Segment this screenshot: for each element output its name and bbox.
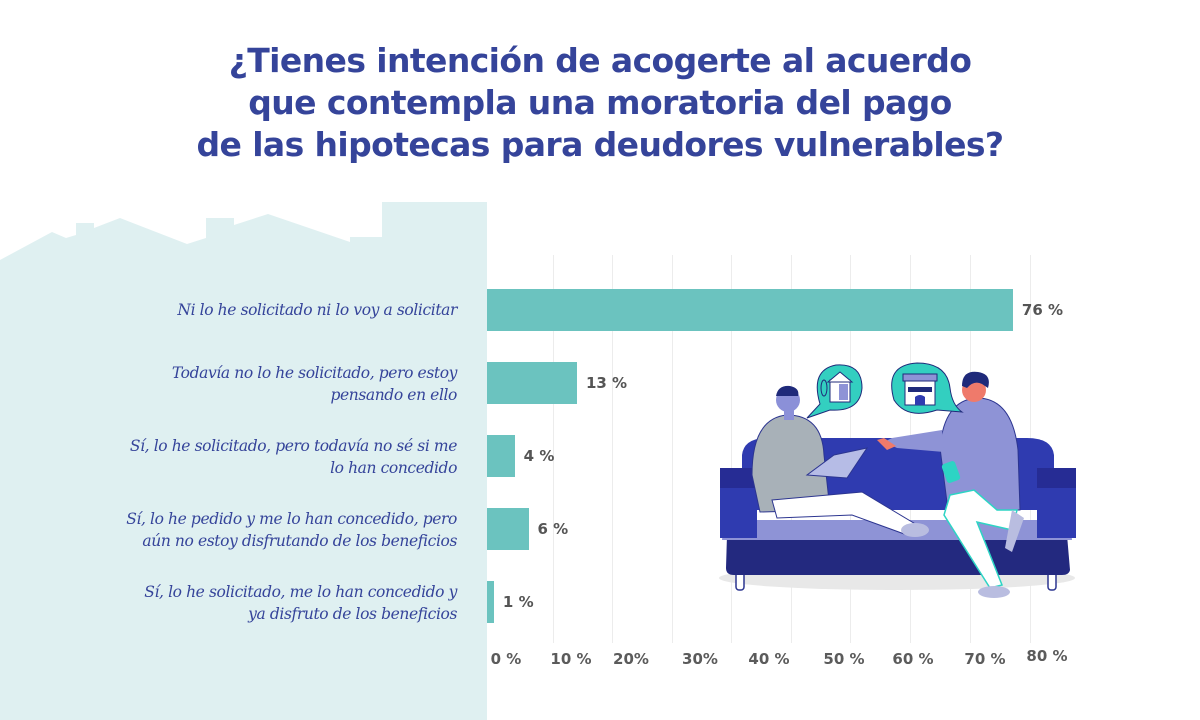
bar-2: [487, 362, 577, 404]
chart-title: ¿Tienes intención de acogerte al acuerdo…: [0, 40, 1200, 166]
skyline-background: [0, 202, 487, 720]
title-line-3: de las hipotecas para deudores vulnerabl…: [196, 125, 1005, 164]
x-tick-80: 80 %: [1026, 647, 1068, 665]
value-label-1: 76 %: [1021, 301, 1064, 319]
category-label-2: Todavía no lo he solicitado, pero estoy …: [17, 362, 457, 406]
house-bubble-icon: [806, 364, 863, 419]
value-label-5: 1 %: [502, 593, 534, 611]
x-tick-70: 70 %: [964, 650, 1006, 668]
x-tick-0: 0 %: [490, 650, 522, 668]
label-line: Ni lo he solicitado ni lo voy a solicita…: [177, 301, 457, 319]
gridline-40: [731, 255, 732, 643]
bar-5: [487, 581, 494, 623]
x-tick-40: 40 %: [748, 650, 790, 668]
label-line: ya disfruto de los beneficios: [248, 605, 457, 623]
category-label-4: Sí, lo he pedido y me lo han concedido, …: [17, 508, 457, 552]
shop-bubble-icon: [891, 362, 964, 414]
title-line-2: que contempla una moratoria del pago: [248, 83, 952, 122]
label-line: aún no estoy disfrutando de los benefici…: [142, 532, 457, 550]
label-line: pensando en ello: [330, 386, 457, 404]
x-tick-50: 50 %: [823, 650, 865, 668]
x-tick-10: 10 %: [550, 650, 592, 668]
title-line-1: ¿Tienes intención de acogerte al acuerdo: [228, 41, 972, 80]
category-label-3: Sí, lo he solicitado, pero todavía no sé…: [17, 435, 458, 479]
bar-4: [487, 508, 529, 550]
x-tick-30: 30%: [682, 650, 718, 668]
label-line: Sí, lo he pedido y me lo han concedido, …: [126, 510, 457, 528]
value-label-3: 4 %: [523, 447, 555, 465]
bar-3: [487, 435, 515, 477]
gridline-30: [672, 255, 673, 643]
value-label-2: 13 %: [585, 374, 628, 392]
bar-1: [487, 289, 1013, 331]
sofa-illustration: [719, 362, 1076, 598]
label-line: Sí, lo he solicitado, pero todavía no sé…: [129, 437, 458, 455]
value-label-4: 6 %: [537, 520, 569, 538]
category-label-5: Sí, lo he solicitado, me lo han concedid…: [17, 581, 457, 625]
x-tick-60: 60 %: [892, 650, 934, 668]
x-tick-20: 20%: [613, 650, 649, 668]
gridline-20: [612, 255, 613, 643]
label-line: Sí, lo he solicitado, me lo han concedid…: [144, 583, 457, 601]
label-line: Todavía no lo he solicitado, pero estoy: [171, 364, 457, 382]
gridline-10: [553, 255, 554, 643]
label-line: lo han concedido: [330, 459, 457, 477]
category-label-1: Ni lo he solicitado ni lo voy a solicita…: [17, 299, 457, 321]
